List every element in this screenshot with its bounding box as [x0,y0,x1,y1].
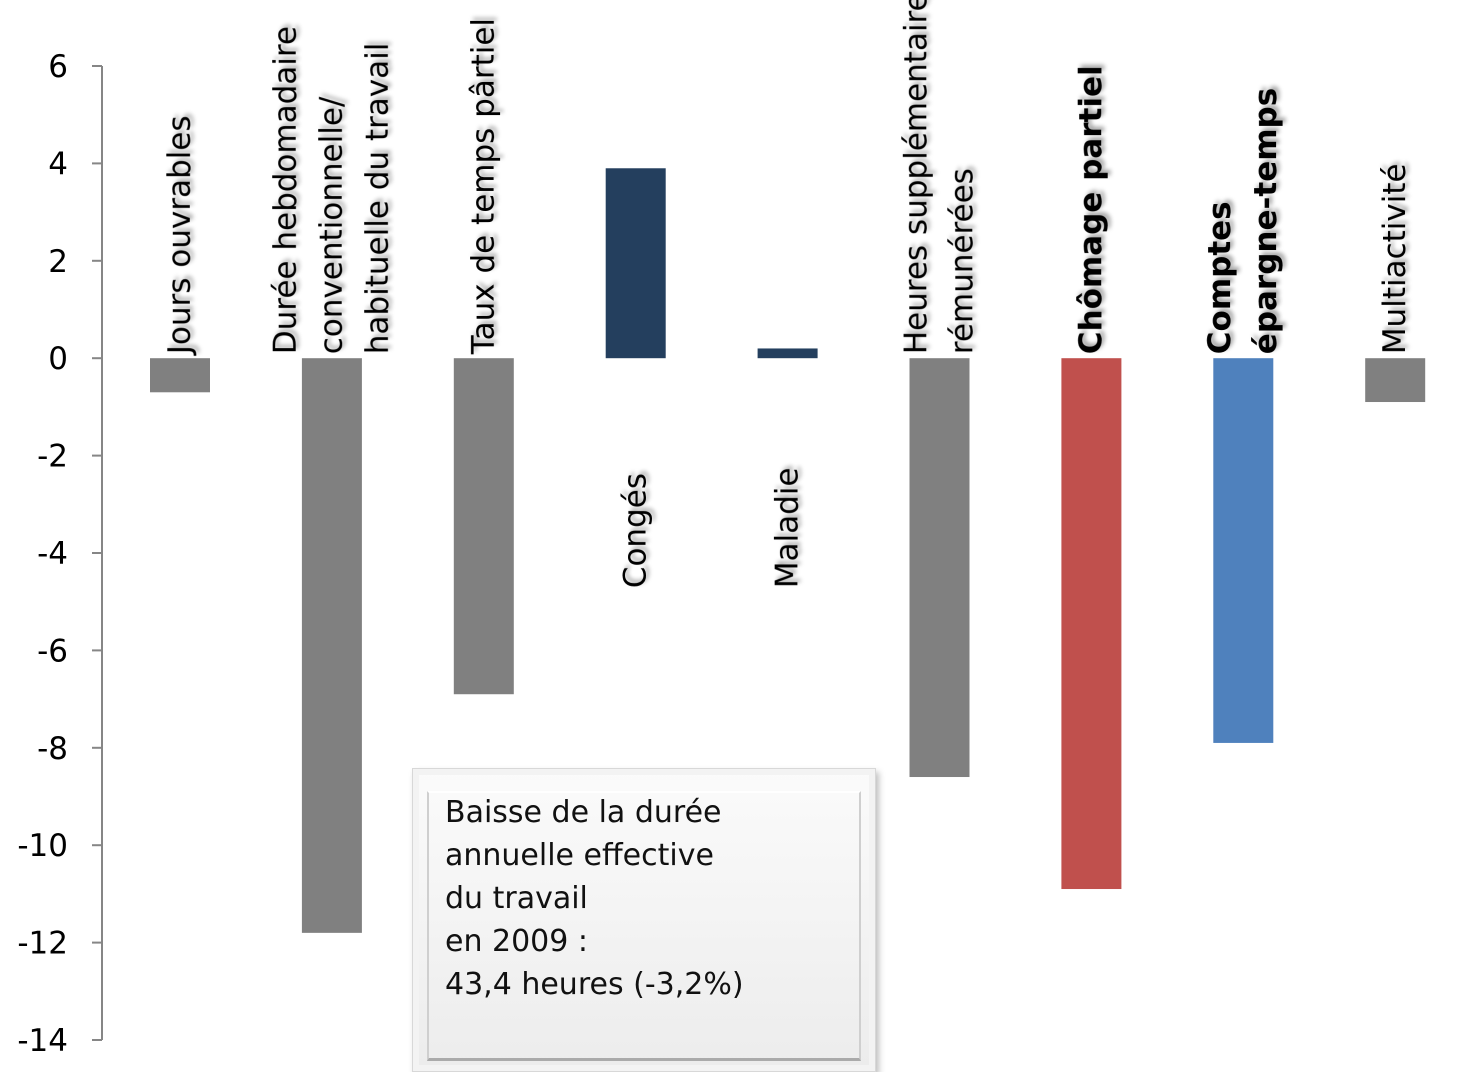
annotation-frame [427,791,861,1061]
y-tick-label: -6 [37,633,68,669]
y-tick-label: 0 [48,341,68,377]
annotation-line-5: 43,4 heures (-3,2%) [445,967,744,1002]
y-tick-label: -2 [37,439,68,475]
y-tick-label: -12 [17,926,68,962]
category-label: Heures supplémentaires [899,0,935,354]
bar [150,358,210,393]
bar [453,358,514,695]
bar [1213,358,1274,743]
y-tick-label: -10 [17,828,68,864]
category-label: épargne-temps [1248,88,1284,354]
y-tick-label: 4 [48,146,68,182]
bars [150,168,1426,933]
y-tick-label: -8 [37,731,68,767]
category-label: Jours ouvrables [162,115,198,356]
annotation-line-3: du travail [445,881,588,916]
y-tick-label: 2 [48,244,68,280]
y-tick-label: -4 [37,536,68,572]
category-label: Durée hebdomadaire [268,26,304,354]
y-tick-label: -14 [17,1023,68,1059]
category-label: Maladie [770,467,806,588]
category-label: conventionnelle/ [314,96,350,354]
bar [605,168,666,359]
category-label: Multiactivité [1377,163,1413,354]
bar [1365,358,1426,403]
annotation-line-1: Baisse de la durée [445,795,722,830]
bar [1061,358,1122,890]
category-label: rémunérées [945,168,981,354]
annotation-line-2: annuelle effective [445,838,714,873]
category-label: Comptes [1202,201,1238,354]
category-label: habituelle du travail [360,43,396,355]
bar [909,358,970,778]
bar [301,358,362,933]
category-label: Congés [618,473,654,588]
annotation-line-4: en 2009 : [445,924,588,959]
y-axis: 6 4 2 0 -2 -4 -6 -8 -10 -12 -14 [17,49,103,1059]
y-tick-label: 6 [48,49,68,85]
category-label: Taux de temps pârtiel [466,18,502,355]
bar [757,348,818,359]
category-label: Chômage partiel [1073,65,1109,354]
annotation-box: Baisse de la durée annuelle effective du… [412,768,876,1072]
category-labels: Jours ouvrables Durée hebdomadaire convent… [162,0,1413,588]
